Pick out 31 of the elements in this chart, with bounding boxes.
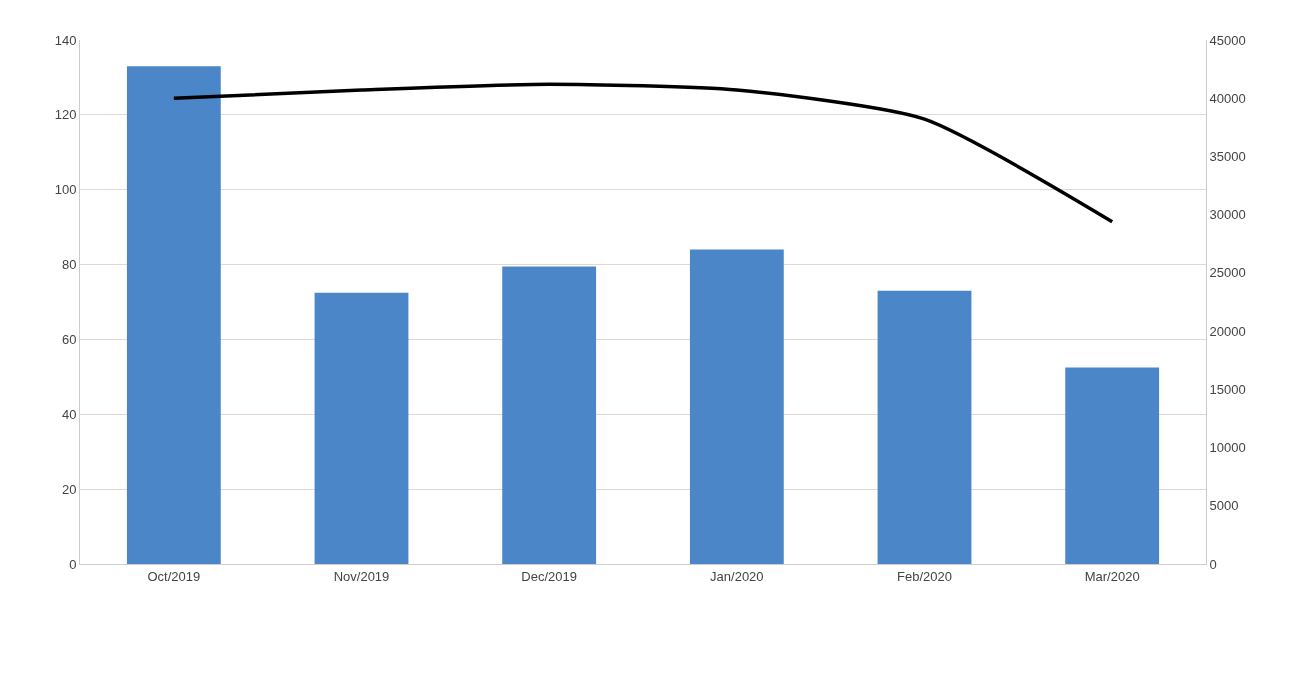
y2-tick-label: 5000	[1209, 498, 1239, 514]
y2-tick-label: 0	[1209, 556, 1217, 572]
y2-tick-label: 10000	[1209, 440, 1246, 456]
y2-tick-label: 25000	[1209, 265, 1246, 281]
x-tick-label: Mar/2020	[1084, 568, 1140, 584]
bar	[314, 292, 409, 564]
y2-tick-label: 40000	[1209, 90, 1246, 106]
y2-tick-label: 30000	[1209, 207, 1246, 223]
y2-tick-label: 35000	[1209, 148, 1246, 164]
y-tick-label: 20	[61, 481, 77, 497]
y2-tick-label: 15000	[1209, 381, 1246, 397]
y2-tick-label: 20000	[1209, 323, 1246, 339]
bar	[689, 249, 784, 564]
x-tick-label: Feb/2020	[897, 568, 952, 584]
y-tick-label: 60	[61, 331, 77, 347]
bar	[1065, 367, 1160, 564]
y-tick-label: 100	[54, 182, 77, 198]
bar	[126, 66, 221, 564]
x-tick-label: Jan/2020	[710, 568, 764, 584]
y-tick-label: 120	[54, 107, 77, 123]
y-tick-label: 0	[69, 556, 77, 572]
y2-tick-label: 45000	[1209, 32, 1246, 48]
x-tick-label: Oct/2019	[147, 568, 201, 584]
y-tick-label: 140	[54, 32, 77, 48]
line-series	[172, 82, 1114, 224]
bar	[502, 266, 597, 564]
y-tick-label: 80	[61, 257, 77, 273]
x-tick-label: Dec/2019	[521, 568, 577, 584]
x-tick-label: Nov/2019	[333, 568, 390, 584]
bar	[877, 290, 972, 564]
y-tick-label: 40	[61, 406, 77, 422]
